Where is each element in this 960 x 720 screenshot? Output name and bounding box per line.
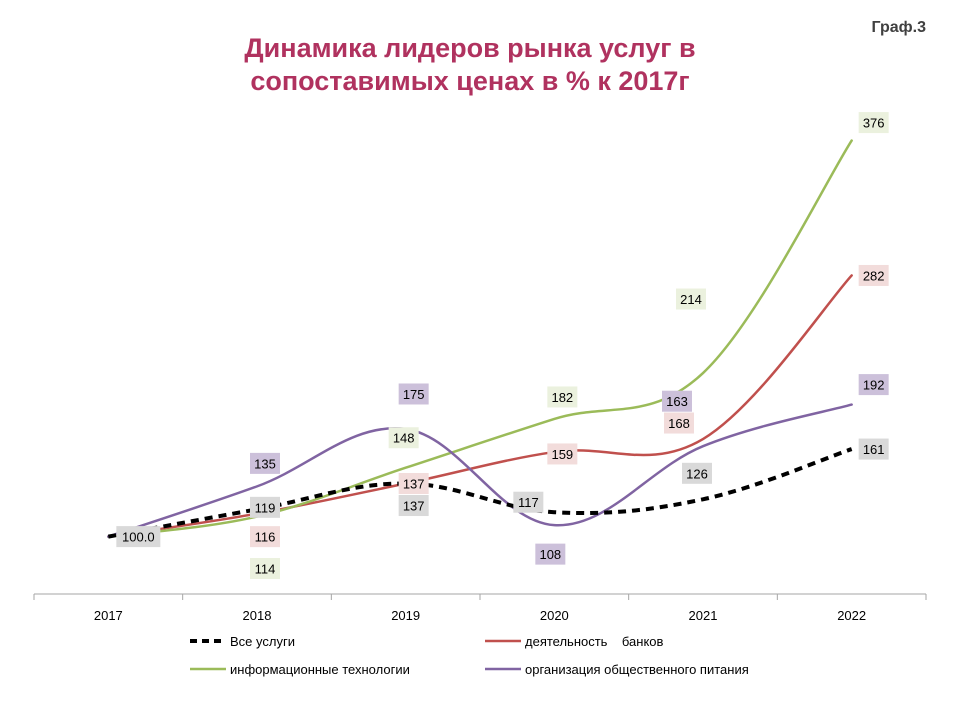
legend-label: информационные технологии (230, 661, 410, 677)
data-label: 117 (513, 491, 544, 513)
legend-item: организация общественного питания (485, 660, 815, 678)
data-label-box (388, 427, 419, 449)
data-label-box (398, 383, 429, 405)
data-label-text: 108 (539, 547, 561, 562)
legend-label: Все услуги (230, 633, 295, 649)
data-label-text: 168 (668, 416, 690, 431)
legend-label: деятельность банков (525, 633, 664, 649)
data-label-box (858, 112, 889, 134)
series-line-3 (107, 403, 853, 538)
data-label-box (662, 390, 692, 412)
data-label-text: 114 (255, 562, 276, 577)
data-label-text: 148 (393, 431, 415, 446)
data-label-text: 192 (863, 378, 885, 393)
data-label-box (547, 443, 578, 465)
data-label-text: 119 (255, 500, 276, 515)
data-label: 163 (662, 390, 692, 412)
data-label-box (858, 374, 889, 396)
legend-label: организация общественного питания (525, 661, 749, 677)
data-label-box (547, 386, 578, 408)
data-label-text: 163 (666, 394, 688, 409)
legend-item: информационные технологии (190, 660, 485, 678)
data-label-text: 376 (863, 116, 885, 131)
data-label: 135 (250, 452, 280, 474)
data-label: 100.0 (116, 526, 161, 548)
x-tick-label: 2018 (243, 608, 272, 623)
series-line-0 (107, 447, 853, 539)
data-label-text: 100.0 (122, 530, 155, 545)
data-label-text: 161 (863, 442, 885, 457)
legend-item: деятельность банков (485, 632, 815, 650)
x-tick-label: 2017 (94, 608, 123, 623)
data-label-text: 116 (255, 530, 276, 545)
data-label-text: 126 (686, 466, 708, 481)
legend-swatch (485, 639, 521, 643)
data-label-box (250, 452, 280, 474)
data-label: 182 (547, 386, 578, 408)
data-label-box (116, 526, 161, 548)
chart-title: Динамика лидеров рынка услуг в сопостави… (150, 32, 790, 98)
series-line-2 (107, 139, 853, 538)
data-label-text: 182 (551, 390, 573, 405)
chart-title-line-2: сопоставимых ценах в % к 2017г (250, 66, 690, 96)
data-label: 376 (858, 112, 889, 134)
data-label: 108 (535, 543, 566, 565)
data-label: 116 (250, 526, 280, 548)
data-label: 119 (250, 496, 280, 518)
legend-swatch (485, 667, 521, 671)
data-label: 114 (250, 558, 280, 580)
data-label-box (250, 496, 280, 518)
data-label-text: 137 (403, 477, 425, 492)
x-tick-label: 2019 (391, 608, 420, 623)
data-label-text: 159 (551, 447, 573, 462)
data-label: 282 (858, 264, 889, 286)
data-label-box (250, 558, 280, 580)
data-label-box (676, 288, 706, 310)
data-label-text: 214 (680, 292, 702, 307)
data-label-text: 137 (403, 499, 425, 514)
x-tick-label: 2021 (689, 608, 718, 623)
series-line-1 (107, 274, 853, 538)
data-label: 137 (398, 495, 429, 517)
data-label: 159 (547, 443, 578, 465)
data-label: 175 (398, 383, 429, 405)
data-label: 148 (388, 427, 419, 449)
graph-number-label: Граф.3 (871, 19, 926, 36)
data-label-box (664, 412, 694, 434)
data-label-box (250, 526, 280, 548)
data-label: 126 (682, 462, 712, 484)
data-label: 192 (858, 374, 889, 396)
x-tick-label: 2020 (540, 608, 569, 623)
data-label: 137 (398, 473, 429, 495)
x-tick-label: 2022 (837, 608, 866, 623)
data-label-box (398, 495, 429, 517)
chart-legend: Все услуги деятельность банков информацион… (190, 632, 890, 678)
legend-swatch (190, 667, 226, 671)
data-label: 168 (664, 412, 694, 434)
data-label-box (858, 438, 889, 460)
data-label: 161 (858, 438, 889, 460)
data-label: 214 (676, 288, 706, 310)
data-label-text: 117 (518, 495, 539, 510)
data-label-box (682, 462, 712, 484)
data-label-text: 175 (403, 387, 425, 402)
legend-swatch (190, 639, 226, 643)
data-label-box (513, 491, 544, 513)
data-label-box (535, 543, 566, 565)
data-label-text: 282 (863, 268, 885, 283)
data-label-text: 135 (254, 456, 276, 471)
data-label-box (398, 473, 429, 495)
legend-item: Все услуги (190, 632, 485, 650)
data-label-box (858, 264, 889, 286)
chart-title-line-1: Динамика лидеров рынка услуг в (244, 33, 696, 63)
